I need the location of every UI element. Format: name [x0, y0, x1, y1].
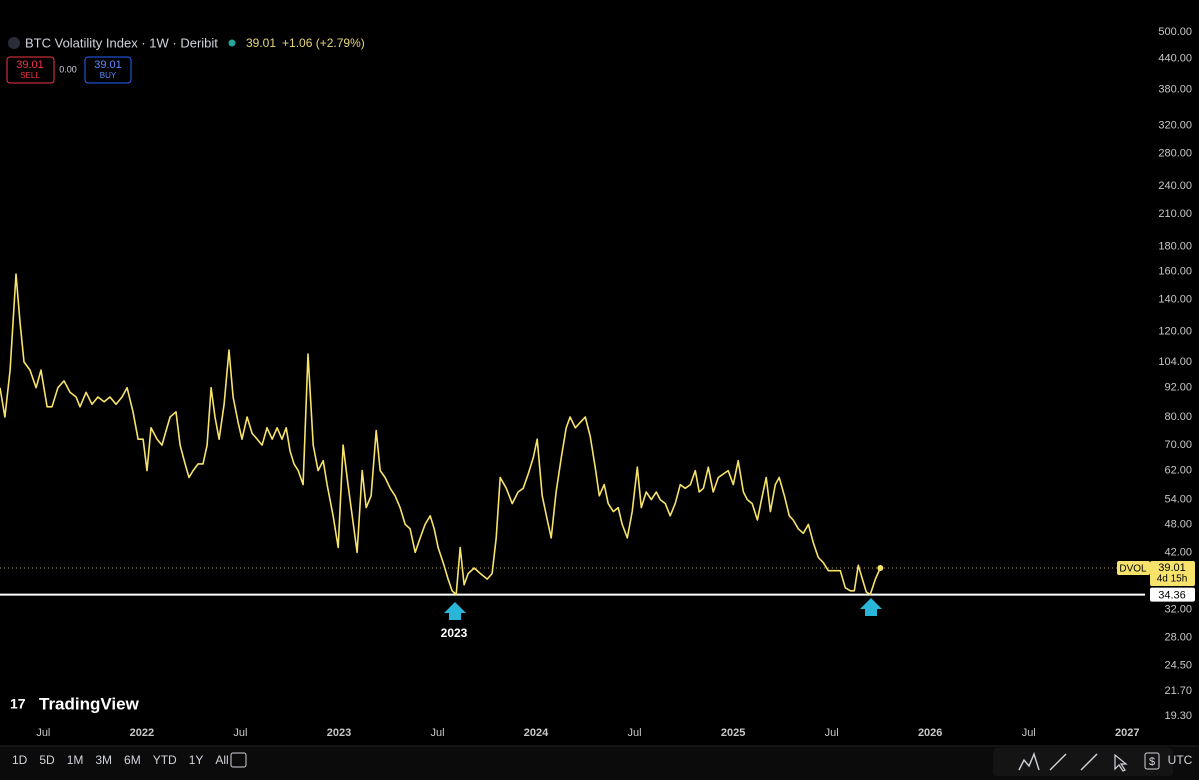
price-tool-glyph: $: [1149, 756, 1155, 768]
buy-button[interactable]: [84, 56, 132, 84]
range-button[interactable]: All: [215, 753, 228, 767]
y-tick-label: 19.30: [1164, 710, 1192, 722]
sell-button[interactable]: [6, 56, 55, 84]
range-button[interactable]: 1D: [12, 753, 28, 767]
y-tick-label: 62.00: [1164, 465, 1192, 477]
y-tick-label: 380.00: [1158, 83, 1192, 95]
last-price-label: 39.01: [1158, 562, 1186, 574]
line-tool[interactable]: [1049, 753, 1067, 771]
ray-tool[interactable]: [1080, 753, 1098, 771]
y-tick-label: 140.00: [1158, 293, 1192, 305]
y-tick-label: 240.00: [1158, 180, 1192, 192]
y-tick-label: 70.00: [1164, 439, 1192, 451]
x-tick-label: Jul: [1022, 727, 1036, 739]
x-tick-label: Jul: [36, 727, 50, 739]
y-tick-label: 280.00: [1158, 148, 1192, 160]
arrow-marker: [860, 598, 882, 616]
spread: 0.00: [59, 64, 77, 74]
last-point: [877, 564, 884, 571]
support-label: 34.36: [1158, 590, 1186, 602]
x-tick-label: 2027: [1115, 727, 1139, 739]
y-tick-label: 42.00: [1164, 546, 1192, 558]
last-price-tag: [1150, 560, 1195, 586]
logo-mark: 17: [10, 696, 26, 712]
price-change: +1.06 (+2.79%): [282, 36, 365, 50]
x-tick-label: Jul: [430, 727, 444, 739]
price-line: [0, 273, 882, 596]
annotation: 2023: [441, 626, 468, 640]
cursor-tool[interactable]: [1114, 753, 1128, 772]
chart-title: BTC Volatility Index · 1W · Deribit: [25, 35, 218, 50]
x-tick-label: 2023: [327, 727, 351, 739]
range-button[interactable]: 1M: [67, 753, 84, 767]
x-tick-label: 2022: [130, 727, 154, 739]
y-tick-label: 92.00: [1164, 382, 1192, 394]
y-tick-label: 500.00: [1158, 26, 1192, 38]
y-tick-label: 54.00: [1164, 494, 1192, 506]
sell-label: SELL: [20, 71, 40, 80]
y-tick-label: 21.70: [1164, 685, 1192, 697]
sell-price: 39.01: [16, 59, 44, 71]
price-tool[interactable]: [1144, 752, 1160, 770]
tools-panel: [993, 748, 1173, 776]
buy-label: BUY: [100, 71, 117, 80]
y-tick-label: 80.00: [1164, 411, 1192, 423]
y-tick-label: 48.00: [1164, 518, 1192, 530]
plot-area: [0, 273, 1145, 596]
range-button[interactable]: 3M: [95, 753, 112, 767]
y-tick-label: 210.00: [1158, 208, 1192, 220]
x-tick-label: 2025: [721, 727, 745, 739]
x-tick-label: Jul: [233, 727, 247, 739]
y-tick-label: 104.00: [1158, 356, 1192, 368]
range-buttons: 1D 5D 1M 3M 6M YTD 1Y All: [12, 753, 229, 767]
x-tick-label: Jul: [628, 727, 642, 739]
timezone[interactable]: UTC: [1168, 753, 1193, 767]
range-button[interactable]: YTD: [153, 753, 177, 767]
x-tick-label: 2024: [524, 727, 549, 739]
x-tick-label: Jul: [825, 727, 839, 739]
y-tick-label: 120.00: [1158, 326, 1192, 338]
pattern-tool[interactable]: [1018, 751, 1040, 771]
arrow-marker: [444, 602, 466, 620]
buy-price: 39.01: [94, 59, 122, 71]
range-button[interactable]: 5D: [39, 753, 55, 767]
market-status-dot: [228, 39, 236, 47]
y-tick-label: 180.00: [1158, 241, 1192, 253]
y-tick-label: 320.00: [1158, 120, 1192, 132]
range-button[interactable]: 6M: [124, 753, 141, 767]
series-tag: [1117, 560, 1150, 575]
y-tick-label: 160.00: [1158, 265, 1192, 277]
brand: TradingView: [39, 694, 140, 713]
y-tick-label: 28.00: [1164, 632, 1192, 644]
support-tag: [1150, 587, 1195, 602]
last-price: 39.01: [246, 36, 276, 50]
symbol-icon: [8, 37, 20, 49]
date-range-icon[interactable]: [230, 752, 247, 768]
y-tick-label: 24.50: [1164, 660, 1192, 672]
range-button[interactable]: 1Y: [189, 753, 204, 767]
y-tick-label: 32.00: [1164, 603, 1192, 615]
y-tick-label: 440.00: [1158, 53, 1192, 65]
x-tick-label: 2026: [918, 727, 942, 739]
countdown: 4d 15h: [1157, 574, 1188, 585]
series-name: DVOL: [1119, 564, 1147, 575]
